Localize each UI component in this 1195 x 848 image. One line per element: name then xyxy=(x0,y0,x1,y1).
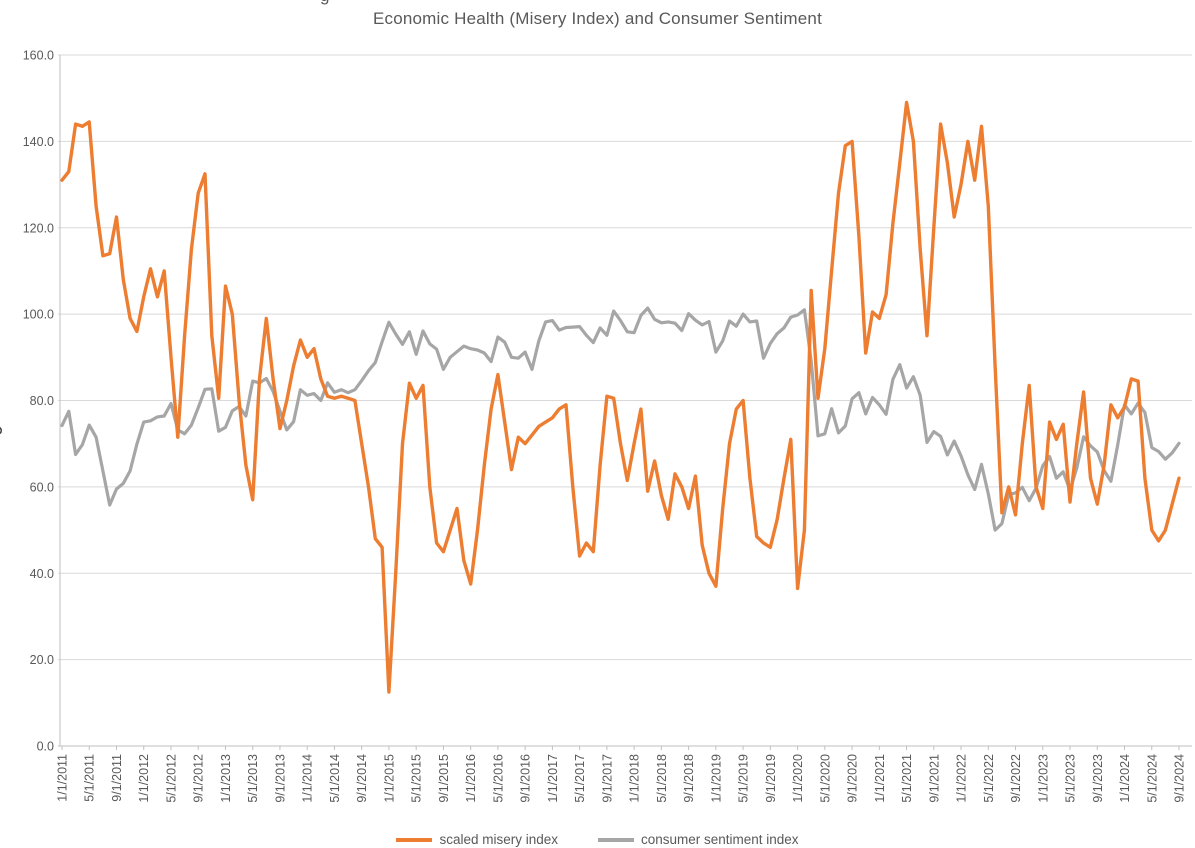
x-tick-label: 1/1/2020 xyxy=(791,754,805,803)
x-tick-label: 9/1/2021 xyxy=(927,754,941,803)
x-tick-label: 5/1/2014 xyxy=(328,754,342,803)
x-tick-label: 5/1/2011 xyxy=(83,754,97,802)
x-tick-label: 1/1/2017 xyxy=(546,754,560,803)
x-tick-label: 9/1/2023 xyxy=(1091,754,1105,803)
x-tick-label: 9/1/2013 xyxy=(273,754,287,803)
x-tick-label: 9/1/2020 xyxy=(846,754,860,803)
chart-title: Economic Health (Misery Index) and Consu… xyxy=(372,9,822,28)
x-tick-label: 9/1/2017 xyxy=(600,754,614,803)
x-tick-label: 9/1/2016 xyxy=(519,754,533,803)
x-tick-label: 1/1/2011 xyxy=(56,754,70,802)
y-tick-label: 100.0 xyxy=(23,308,54,322)
x-tick-label: 5/1/2013 xyxy=(246,754,260,803)
x-tick-label: 1/1/2013 xyxy=(219,754,233,803)
x-tick-label: 5/1/2023 xyxy=(1064,754,1078,803)
x-tick-label: 9/1/2015 xyxy=(437,754,451,803)
x-tick-label: 5/1/2017 xyxy=(573,754,587,803)
x-tick-label: 9/1/2024 xyxy=(1173,754,1187,803)
y-tick-label: 40.0 xyxy=(30,567,54,581)
legend-label-misery: scaled misery index xyxy=(439,832,558,847)
y-tick-label: 120.0 xyxy=(23,221,54,235)
consumer-sentiment-line xyxy=(60,306,1181,532)
x-tick-label: 5/1/2012 xyxy=(164,754,178,803)
x-tick-label: 9/1/2019 xyxy=(764,754,778,803)
x-tick-label: 9/1/2014 xyxy=(355,754,369,803)
x-tick-label: 1/1/2012 xyxy=(137,754,151,803)
y-tick-label: 60.0 xyxy=(30,480,54,494)
y-tick-label: 80.0 xyxy=(30,394,54,408)
x-tick-label: 9/1/2011 xyxy=(110,754,124,802)
x-tick-label: 9/1/2012 xyxy=(192,754,206,803)
legend: scaled misery index consumer sentiment i… xyxy=(0,832,1195,847)
y-tick-label: 140.0 xyxy=(23,135,54,149)
x-tick-label: 9/1/2022 xyxy=(1009,754,1023,803)
misery-index-line xyxy=(60,100,1181,694)
x-tick-label: 5/1/2022 xyxy=(982,754,996,803)
y-tick-label: 160.0 xyxy=(23,49,54,63)
x-tick-label: 1/1/2014 xyxy=(301,754,315,803)
x-tick-label: 1/1/2019 xyxy=(709,754,723,803)
legend-label-sentiment: consumer sentiment index xyxy=(640,832,799,847)
x-tick-label: 5/1/2018 xyxy=(655,754,669,803)
y-tick-label: 0.0 xyxy=(37,740,54,754)
x-tick-label: 5/1/2021 xyxy=(900,754,914,803)
x-tick-label: 1/1/2015 xyxy=(382,754,396,803)
x-tick-label: 1/1/2021 xyxy=(873,754,887,803)
misery-line-swatch xyxy=(396,837,433,842)
sentiment-line-swatch xyxy=(597,837,634,842)
x-tick-label: 9/1/2018 xyxy=(682,754,696,803)
x-tick-label: 5/1/2016 xyxy=(491,754,505,803)
x-tick-label: 5/1/2015 xyxy=(410,754,424,803)
x-tick-label: 1/1/2018 xyxy=(628,754,642,803)
x-tick-label: 1/1/2024 xyxy=(1118,754,1132,803)
legend-item-sentiment: consumer sentiment index xyxy=(597,832,799,847)
legend-item-misery: scaled misery index xyxy=(396,832,558,847)
x-tick-label: 5/1/2020 xyxy=(818,754,832,803)
x-tick-label: 1/1/2016 xyxy=(464,754,478,803)
clipped-text-fragment: g xyxy=(320,0,329,6)
x-tick-label: 1/1/2023 xyxy=(1036,754,1050,803)
x-tick-label: 5/1/2019 xyxy=(737,754,751,803)
x-tick-label: 5/1/2024 xyxy=(1145,754,1159,803)
y-tick-label: 20.0 xyxy=(30,653,54,667)
x-tick-label: 1/1/2022 xyxy=(955,754,969,803)
